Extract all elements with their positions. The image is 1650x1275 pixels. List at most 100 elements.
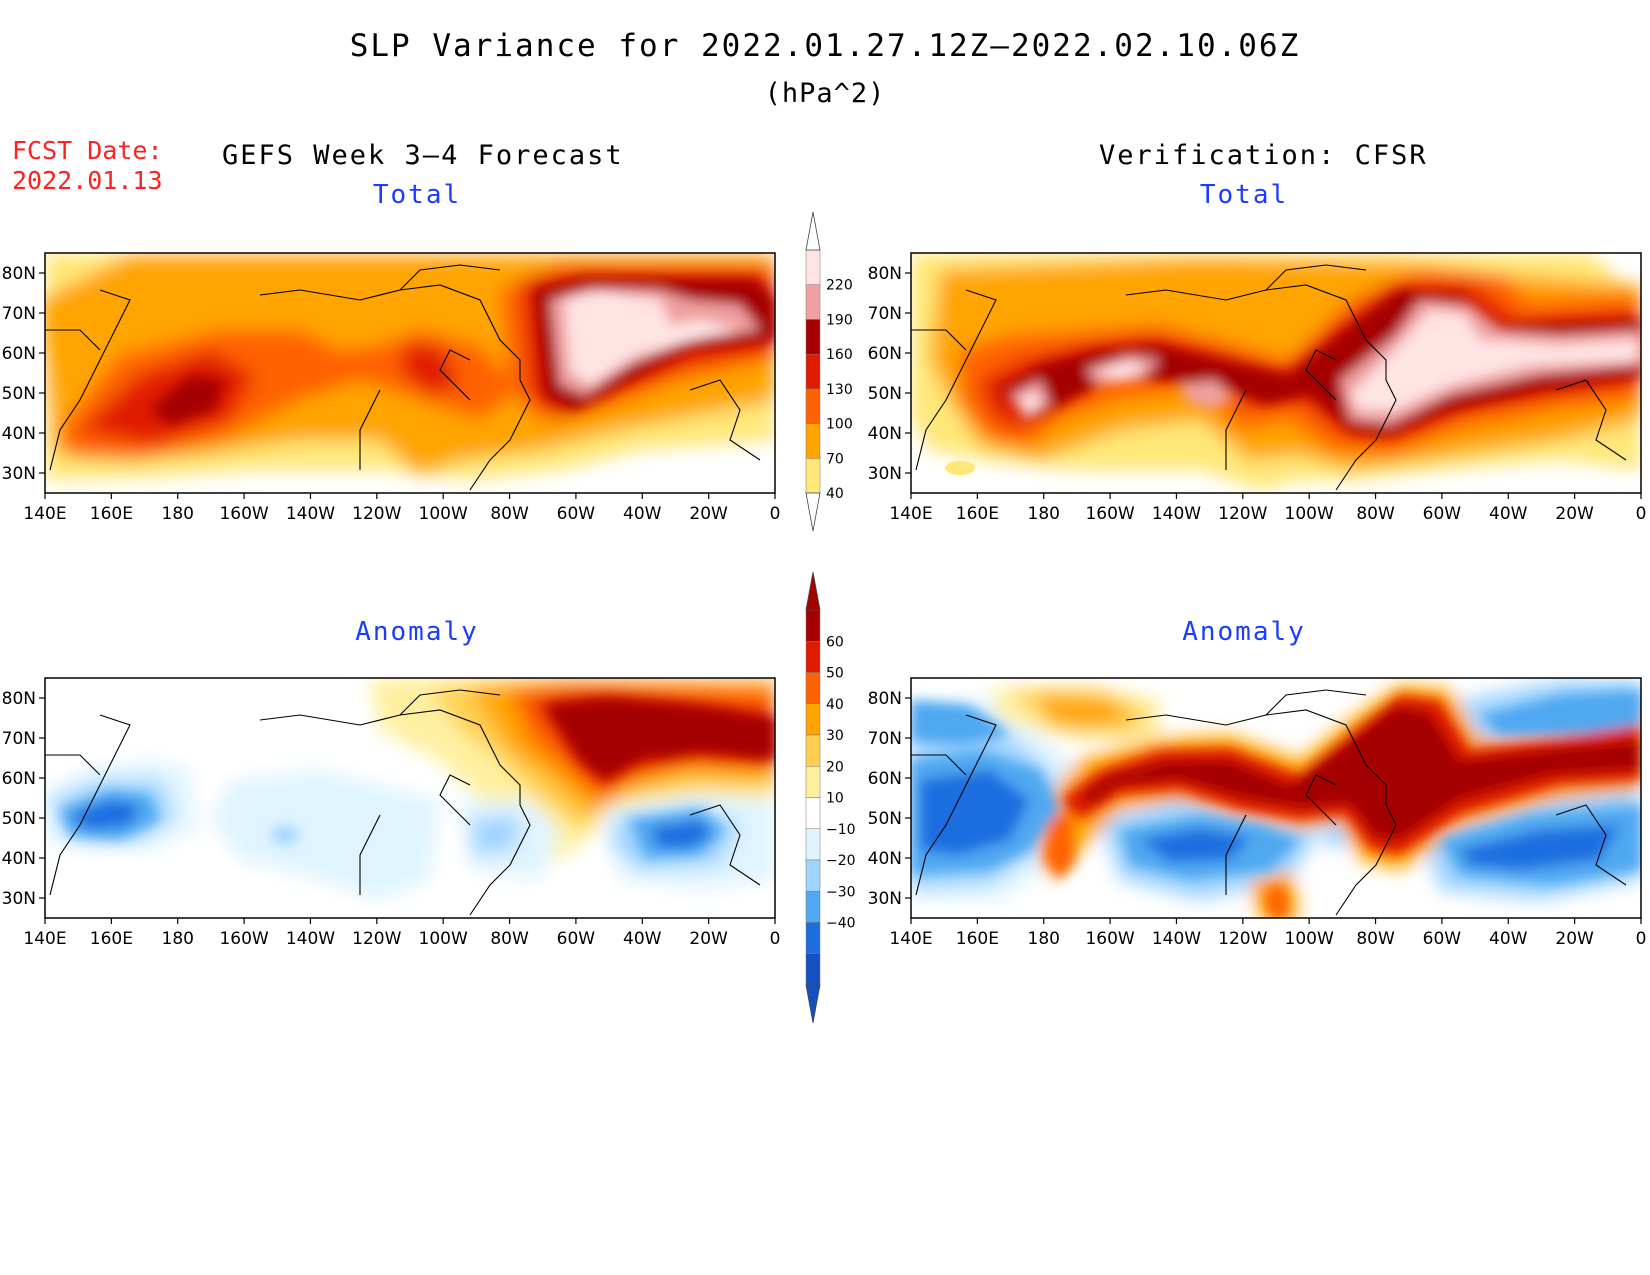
y-tick-label: 50N: [868, 384, 902, 404]
x-tick-label: 60W: [557, 929, 596, 949]
colorbar-swatch: [805, 797, 821, 829]
colorbar-swatch: [805, 423, 821, 459]
x-tick-label: 100W: [1285, 929, 1334, 949]
y-tick-label: 80N: [868, 264, 902, 284]
x-tick-label: 60W: [1423, 929, 1462, 949]
colorbar-swatch: [805, 249, 821, 285]
x-tick-label: 140E: [889, 929, 932, 949]
x-tick-label: 20W: [1555, 929, 1594, 949]
colorbar-label: 10: [826, 791, 844, 807]
y-tick-label: 70N: [868, 304, 902, 324]
colorbar-swatch: [805, 922, 821, 954]
x-tick-label: 60W: [1423, 504, 1462, 524]
x-tick-label: 60W: [557, 504, 596, 524]
x-tick-label: 40W: [623, 504, 662, 524]
fcst-anomaly-map: [44, 677, 776, 919]
right-column-title: Verification: CFSR: [1099, 140, 1428, 171]
verif-anomaly-axes: 140E 160E 180 160W 140W 120W 100W 80W 60W 40W 20W 0…: [868, 689, 1647, 949]
x-tick-label: 140E: [23, 929, 66, 949]
y-tick-label: 30N: [868, 889, 902, 909]
y-tick-label: 40N: [868, 424, 902, 444]
verif-total-subtitle: Total: [1199, 180, 1289, 210]
forecast-date-label: FCST Date:: [12, 136, 163, 165]
y-tick-label: 80N: [2, 264, 36, 284]
x-tick-label: 180: [162, 504, 194, 524]
colorbar-swatch: [805, 388, 821, 424]
colorbar-swatch: [805, 458, 821, 494]
colorbar-label: 40: [826, 486, 844, 502]
verif-anomaly-field: [911, 678, 1641, 918]
colorbar-label: 50: [826, 666, 844, 682]
y-tick-label: 80N: [2, 689, 36, 709]
x-tick-label: 120W: [1218, 929, 1267, 949]
y-tick-label: 70N: [2, 304, 36, 324]
y-tick-label: 30N: [868, 464, 902, 484]
x-tick-label: 0: [1636, 504, 1647, 524]
fcst-total-field: [45, 253, 775, 493]
colorbar-label: 60: [826, 634, 844, 650]
fcst-total-axes: 140E 160E 180 160W 140W 120W 100W 80W 60W 40W 20W 0…: [2, 264, 781, 524]
x-tick-label: 160E: [956, 504, 999, 524]
coastlines: [45, 264, 1627, 916]
x-tick-label: 160W: [1085, 504, 1134, 524]
y-tick-label: 60N: [2, 769, 36, 789]
x-tick-label: 160E: [90, 504, 133, 524]
verif-total-field: [911, 253, 1641, 493]
fcst-anomaly-axes: 140E 160E 180 160W 140W 120W 100W 80W 60W 40W 20W 0…: [2, 689, 781, 949]
colorbar-label: 220: [826, 278, 853, 294]
verif-anomaly-map: [910, 677, 1642, 919]
y-tick-label: 30N: [2, 464, 36, 484]
x-tick-label: 100W: [419, 504, 468, 524]
y-tick-label: 40N: [868, 849, 902, 869]
y-tick-label: 50N: [2, 384, 36, 404]
x-tick-label: 140E: [889, 504, 932, 524]
y-tick-label: 60N: [868, 769, 902, 789]
verif-anomaly-subtitle: Anomaly: [1182, 617, 1306, 647]
fcst-total-map: [44, 252, 776, 494]
colorbar-top-arrow: [805, 571, 821, 611]
colorbar-swatch: [805, 766, 821, 798]
x-tick-label: 100W: [419, 929, 468, 949]
colorbar-swatch: [805, 609, 821, 642]
colorbar-swatch: [805, 319, 821, 355]
x-tick-label: 0: [770, 504, 781, 524]
colorbar-swatch: [805, 284, 821, 320]
x-tick-label: 40W: [623, 929, 662, 949]
x-tick-label: 80W: [1356, 504, 1395, 524]
y-tick-label: 60N: [868, 344, 902, 364]
colorbar-swatch: [805, 953, 821, 986]
x-tick-label: 20W: [1555, 504, 1594, 524]
x-tick-label: 160W: [1085, 929, 1134, 949]
verif-total-axes: 140E 160E 180 160W 140W 120W 100W 80W 60W 40W 20W 0…: [868, 264, 1647, 524]
x-tick-label: 120W: [1218, 504, 1267, 524]
colorbar-total: 40 70 100 130 160 190 220: [805, 211, 853, 532]
fcst-anomaly-subtitle: Anomaly: [355, 617, 479, 647]
y-tick-label: 70N: [2, 729, 36, 749]
y-tick-label: 60N: [2, 344, 36, 364]
axes-layer: 140E 160E 180 160W 140W 120W 100W 80W 60W 40W 20W 0…: [2, 264, 1647, 949]
colorbar-label: −10: [826, 822, 856, 838]
colorbar-swatch: [805, 353, 821, 390]
y-tick-label: 50N: [2, 809, 36, 829]
x-tick-label: 0: [1636, 929, 1647, 949]
x-tick-label: 40W: [1489, 504, 1528, 524]
x-tick-label: 160W: [219, 929, 268, 949]
x-tick-label: 20W: [689, 504, 728, 524]
forecast-date-value: 2022.01.13: [12, 166, 163, 195]
colorbar-bottom-arrow: [805, 492, 821, 532]
y-tick-label: 40N: [2, 424, 36, 444]
forecast-date: FCST Date: 2022.01.13: [12, 136, 163, 196]
page-title: SLP Variance for 2022.01.27.12Z–2022.02.…: [349, 28, 1301, 64]
colorbar-top-arrow: [805, 211, 821, 251]
x-tick-label: 180: [1028, 929, 1060, 949]
colorbar-swatch: [805, 859, 821, 892]
x-tick-label: 80W: [1356, 929, 1395, 949]
x-tick-label: 180: [1028, 504, 1060, 524]
colorbar-swatch: [805, 734, 821, 767]
colorbar-label: 190: [826, 312, 853, 328]
x-tick-label: 140W: [286, 504, 335, 524]
colorbar-label: 130: [826, 382, 853, 398]
colorbar-swatch: [805, 641, 821, 673]
y-tick-label: 50N: [868, 809, 902, 829]
